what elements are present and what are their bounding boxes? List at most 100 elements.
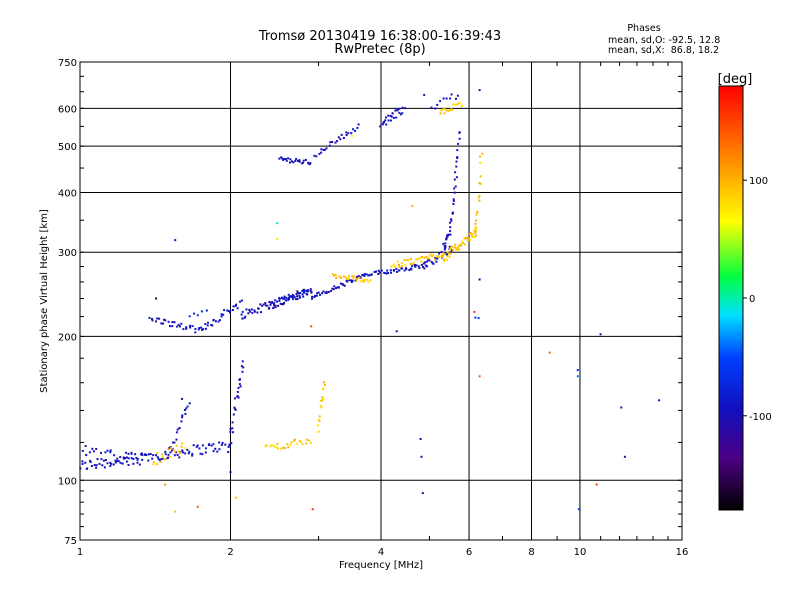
data-point xyxy=(290,160,293,163)
data-point xyxy=(269,445,272,448)
data-point xyxy=(167,448,170,451)
data-point xyxy=(424,261,426,264)
data-point xyxy=(173,454,176,457)
data-point xyxy=(477,196,480,199)
data-point xyxy=(164,483,167,486)
data-point xyxy=(450,218,453,221)
data-point xyxy=(204,451,207,454)
data-point xyxy=(317,424,319,427)
data-point xyxy=(355,279,358,282)
data-point xyxy=(446,253,448,256)
data-point xyxy=(301,293,304,296)
data-point xyxy=(221,441,224,444)
data-point xyxy=(184,452,187,455)
data-point xyxy=(309,288,312,291)
data-point xyxy=(448,253,451,256)
data-point xyxy=(207,321,209,324)
data-point xyxy=(415,264,418,267)
data-point xyxy=(363,272,366,275)
data-point xyxy=(456,149,459,152)
data-point xyxy=(212,450,215,453)
data-point xyxy=(178,427,181,429)
data-point xyxy=(378,271,381,274)
data-point xyxy=(156,317,159,320)
data-point xyxy=(127,457,130,460)
data-point xyxy=(292,298,295,301)
data-point xyxy=(450,247,452,249)
data-point xyxy=(164,450,167,453)
data-point xyxy=(127,452,130,455)
data-point xyxy=(231,309,234,311)
data-point xyxy=(181,442,184,445)
data-point xyxy=(302,295,305,298)
data-point xyxy=(132,458,135,460)
data-point xyxy=(227,310,230,312)
y-tick-label: 200 xyxy=(58,332,77,343)
data-point xyxy=(451,249,454,252)
data-point xyxy=(294,438,296,441)
colorbar-tick-label: 100 xyxy=(749,176,768,187)
data-point xyxy=(86,467,89,470)
data-point xyxy=(278,297,281,299)
data-point xyxy=(454,185,457,188)
colorbar-tick-label: 0 xyxy=(749,294,755,305)
data-point xyxy=(320,151,323,154)
data-point xyxy=(462,242,464,245)
data-point xyxy=(152,463,155,466)
data-point xyxy=(396,260,399,263)
data-point xyxy=(181,449,184,452)
chart-subtitle: RwPretec (8p) xyxy=(334,42,425,57)
data-point xyxy=(251,311,254,314)
data-point xyxy=(440,108,443,111)
data-point xyxy=(161,453,164,456)
data-point xyxy=(433,258,436,261)
data-point xyxy=(442,97,445,100)
data-point xyxy=(110,463,113,465)
data-point xyxy=(310,290,313,293)
data-point xyxy=(357,275,360,278)
data-point xyxy=(438,252,441,255)
data-point xyxy=(167,453,170,456)
data-point xyxy=(452,200,455,202)
data-point xyxy=(285,159,288,162)
data-point xyxy=(197,328,200,331)
data-point xyxy=(283,297,286,300)
data-point xyxy=(287,157,290,160)
data-point xyxy=(363,278,366,281)
data-point xyxy=(163,318,165,321)
data-point xyxy=(478,182,481,185)
data-point xyxy=(401,267,404,270)
data-point xyxy=(275,446,277,449)
data-point xyxy=(238,383,241,386)
data-point xyxy=(174,239,177,242)
data-point xyxy=(273,445,276,448)
data-point xyxy=(290,441,293,444)
data-point xyxy=(449,221,451,224)
data-point xyxy=(320,406,323,409)
data-point xyxy=(191,452,194,455)
data-point xyxy=(141,458,144,461)
data-point xyxy=(400,264,403,267)
data-point xyxy=(322,387,325,390)
data-point xyxy=(431,262,434,265)
data-point xyxy=(445,97,448,100)
data-point xyxy=(270,444,273,447)
data-point xyxy=(161,456,164,459)
data-point xyxy=(180,445,183,448)
data-point xyxy=(313,296,316,299)
data-point xyxy=(385,116,387,119)
data-point xyxy=(305,442,308,445)
data-point xyxy=(147,453,150,456)
data-point xyxy=(181,397,183,400)
data-point xyxy=(274,304,277,307)
data-point xyxy=(287,446,290,449)
data-point xyxy=(444,242,447,245)
data-point xyxy=(200,326,203,329)
data-point xyxy=(242,366,245,369)
data-point xyxy=(337,136,340,139)
data-point xyxy=(124,457,126,460)
data-point xyxy=(443,248,446,251)
data-point xyxy=(317,419,320,422)
data-point xyxy=(434,107,437,110)
data-point xyxy=(351,275,354,278)
